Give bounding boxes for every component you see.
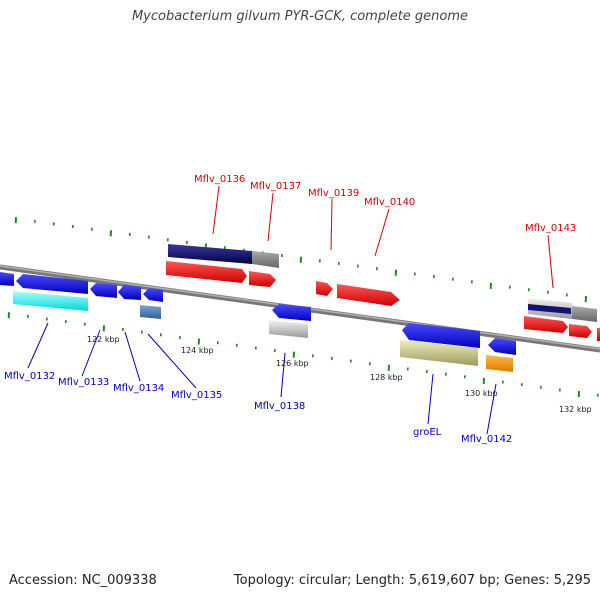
gene-mflv-0142-arrow <box>488 338 516 355</box>
lower-tick-row <box>7 312 599 398</box>
label-mflv-0132: Mflv_0132 <box>4 371 55 382</box>
label-mflv-0133: Mflv_0133 <box>58 377 109 388</box>
scale-label-130kbp: 130 kbp <box>465 389 498 398</box>
gene-mflv-0137-arrow <box>249 271 276 287</box>
label-groel: groEL <box>413 427 442 438</box>
gene-groel-arrow <box>402 323 480 348</box>
reverse-gene-labels: Mflv_0132 Mflv_0133 Mflv_0134 Mflv_0135 … <box>4 371 512 445</box>
gene-mflv-0143-arrow <box>524 316 568 333</box>
label-mflv-0138: Mflv_0138 <box>254 401 305 412</box>
gene-mflv-0132-bar <box>13 291 88 311</box>
label-mflv-0137: Mflv_0137 <box>250 181 301 192</box>
label-mflv-0142: Mflv_0142 <box>461 434 512 445</box>
map-title: Mycobacterium gilvum PYR-GCK, complete g… <box>131 9 469 24</box>
gene-block-red-3 <box>597 328 600 341</box>
gene-mflv-0133-arrow <box>90 283 117 298</box>
gene-mflv-0132-arrow <box>16 274 88 294</box>
scale-label-126kbp: 126 kbp <box>276 359 309 368</box>
label-connectors <box>27 185 554 435</box>
label-mflv-0139: Mflv_0139 <box>308 188 359 199</box>
gene-block-gray <box>572 306 597 322</box>
gene-mflv-0138-arrow <box>272 304 311 321</box>
gene-mflv-0139-arrow <box>316 281 333 296</box>
label-mflv-0140: Mflv_0140 <box>364 197 415 208</box>
genome-summary-text: Topology: circular; Length: 5,619,607 bp… <box>233 573 591 588</box>
gene-mflv-0136-arrow <box>166 261 247 283</box>
gene-mflv-0137-bar <box>252 251 279 268</box>
forward-gene-labels: Mflv_0136 Mflv_0137 Mflv_0139 Mflv_0140 … <box>194 174 576 234</box>
gene-groel-bar <box>400 340 478 366</box>
scale-label-124kbp: 124 kbp <box>181 346 214 355</box>
gene-mflv-0134-arrow <box>118 285 141 300</box>
gene-mflv-0135-bar <box>140 305 161 319</box>
scale-label-128kbp: 128 kbp <box>370 373 403 382</box>
label-mflv-0143: Mflv_0143 <box>525 223 576 234</box>
label-mflv-0135: Mflv_0135 <box>171 390 222 401</box>
label-mflv-0134: Mflv_0134 <box>113 383 164 394</box>
gene-mflv-0142-bar <box>486 355 513 372</box>
forward-genes <box>166 244 600 341</box>
scale-label-132kbp: 132 kbp <box>559 405 592 414</box>
scale-label-122kbp: 122 kbp <box>87 335 120 344</box>
gene-block-red-2 <box>569 324 592 338</box>
gene-mflv-0136-bar <box>168 244 252 264</box>
gene-mflv-0135-arrow <box>143 288 163 302</box>
gene-mflv-0138-bar <box>269 320 308 338</box>
label-mflv-0136: Mflv_0136 <box>194 174 245 185</box>
accession-text: Accession: NC_009338 <box>9 573 157 588</box>
reverse-genes <box>0 272 516 372</box>
gene-block-blue-edge <box>0 272 14 286</box>
gene-mflv-0143-bar-navy <box>528 304 571 314</box>
gene-mflv-0140-arrow <box>337 284 400 306</box>
scale-labels: 122 kbp 124 kbp 126 kbp 128 kbp 130 kbp … <box>87 335 592 414</box>
